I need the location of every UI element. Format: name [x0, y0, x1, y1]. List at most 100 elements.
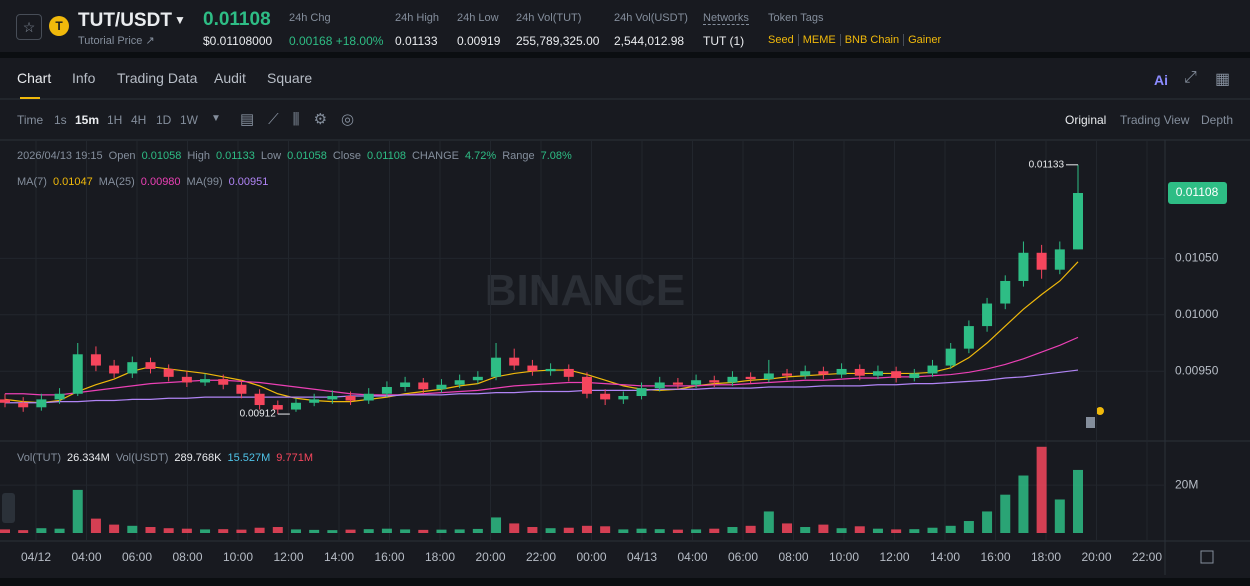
candle-body [472, 376, 483, 381]
symbol[interactable]: TUT/USDT [78, 10, 172, 31]
stat-value: 0.00919 [457, 34, 501, 48]
coin-icon: T [49, 16, 69, 36]
stat-value: TUT (1) [703, 34, 745, 48]
x-tick-label: 04/13 [627, 550, 657, 564]
volume-bar [454, 529, 465, 533]
event-icon[interactable] [1086, 417, 1095, 428]
collapse-button[interactable] [2, 493, 15, 523]
interval[interactable]: 15m [75, 113, 100, 127]
candle-body [254, 393, 265, 406]
legend-value: 7.08% [540, 150, 572, 162]
candle-body [654, 382, 665, 389]
legend-label: High [187, 150, 210, 162]
volume-bar [1072, 469, 1084, 533]
volume-bar [72, 489, 83, 533]
tag[interactable]: BNB Chain [839, 34, 899, 46]
interval[interactable]: 1D [156, 113, 172, 127]
x-tick-label: 04:00 [677, 550, 707, 564]
candle-body [509, 357, 520, 366]
x-tick-label: 18:00 [425, 550, 455, 564]
volume-bar [400, 529, 411, 533]
volume-bar [527, 527, 538, 533]
last-price-tag [1168, 182, 1227, 205]
view-option[interactable]: Depth [1201, 113, 1234, 127]
expand-button[interactable]: ⤢ [1184, 69, 1197, 86]
volume-bar [636, 528, 647, 533]
symbol-dropdown[interactable]: ▼ [174, 13, 186, 27]
layout-button[interactable]: ▦ [1215, 71, 1231, 88]
x-tick-label: 22:00 [1132, 550, 1162, 564]
stat-label: Token Tags [768, 12, 824, 24]
tool-icons[interactable]: ▤⟋⫼⚙◎ [240, 111, 369, 128]
header [0, 0, 1250, 52]
candle-body [0, 399, 11, 403]
stat-value: 255,789,325.00 [516, 34, 600, 48]
candle-body [581, 376, 592, 394]
tab[interactable]: Trading Data [117, 70, 198, 86]
candle-body [1072, 193, 1084, 250]
volume-bar [254, 527, 265, 533]
y-tick-label: 20M [1175, 477, 1198, 491]
tag[interactable]: MEME [797, 34, 836, 46]
candle-body [200, 379, 211, 383]
ai-button[interactable]: Ai [1154, 72, 1168, 88]
legend-label: CHANGE [411, 150, 459, 162]
volume-bar [563, 527, 574, 533]
candle-body [145, 362, 156, 369]
candle-body [436, 384, 447, 390]
volume-bar [200, 529, 211, 533]
tab[interactable]: Chart [17, 70, 52, 86]
candle-body [309, 399, 320, 403]
legend-value: 0.01058 [287, 150, 327, 162]
tab[interactable]: Square [267, 70, 313, 86]
tag[interactable]: Gainer [903, 34, 941, 46]
candle-body [909, 373, 920, 378]
volume-bar [1000, 494, 1011, 533]
view-option[interactable]: Original [1065, 113, 1107, 127]
legend-value: 289.768K [174, 452, 222, 464]
volume-bar [218, 529, 229, 533]
stat-value: 0.00168 +18.00% [289, 34, 383, 48]
volume-bar [800, 527, 811, 533]
volume-bar [1036, 446, 1047, 533]
candle-body [709, 380, 720, 383]
interval[interactable]: 1H [107, 113, 123, 127]
interval-dropdown[interactable]: ▼ [211, 113, 221, 124]
volume-bar [327, 530, 338, 533]
interval[interactable]: 1W [180, 113, 198, 127]
volume-bar [0, 529, 11, 533]
candle-body [727, 376, 738, 383]
interval[interactable]: 4H [131, 113, 147, 127]
stat-label: Networks [703, 12, 749, 25]
volume-bar [272, 527, 283, 533]
candle-body [491, 357, 502, 377]
x-tick-label: 08:00 [172, 550, 202, 564]
candle-body [945, 348, 956, 366]
legend-datetime: 2026/04/13 19:15 [17, 150, 103, 162]
candle-body [1018, 252, 1029, 281]
scale-icon[interactable] [1200, 550, 1214, 564]
x-tick-label: 12:00 [879, 550, 909, 564]
candle-body [18, 402, 29, 408]
candle-body [872, 371, 883, 376]
volume-bar [309, 529, 320, 533]
interval[interactable]: 1s [54, 113, 67, 127]
volume-bar [891, 529, 902, 533]
candle-body [1000, 280, 1011, 304]
tab[interactable]: Audit [214, 70, 246, 86]
view-option[interactable]: Trading View [1120, 113, 1190, 127]
tag[interactable]: Seed [768, 34, 794, 46]
legend-label: Open [108, 150, 136, 162]
legend-label: Vol(USDT) [115, 452, 169, 464]
candle-body [891, 371, 902, 378]
low-marker: 0.00912 [240, 409, 277, 420]
volume-bar [491, 517, 502, 533]
favorite-button[interactable]: ☆ [16, 14, 42, 40]
tab[interactable]: Info [72, 70, 96, 86]
volume-bar [418, 529, 429, 533]
x-tick-label: 16:00 [374, 550, 404, 564]
subtitle[interactable]: Tutorial Price ↗ [78, 35, 155, 47]
stat-label: 24h Vol(TUT) [516, 12, 582, 24]
